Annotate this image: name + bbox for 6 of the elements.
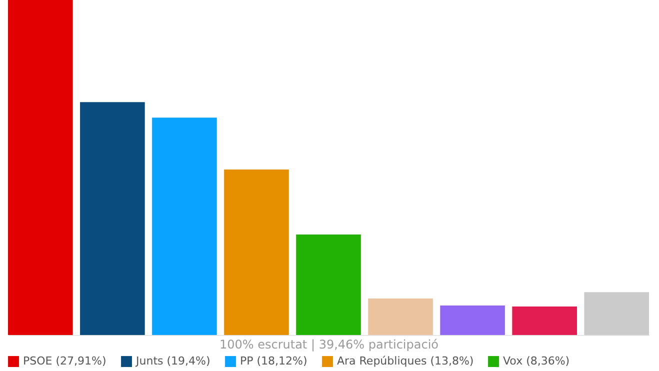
legend-label: Junts (19,4%) [135,354,210,368]
text: 100% escrutat | 39,46% participació [219,338,439,352]
legend-label: PP (18,12%) [240,354,308,368]
legend-label: Vox (8,36%) [503,354,570,368]
legend-label: Ara Repúbliques (13,8%) [337,354,474,368]
legend-label: PSOE (27,91%) [23,354,106,368]
